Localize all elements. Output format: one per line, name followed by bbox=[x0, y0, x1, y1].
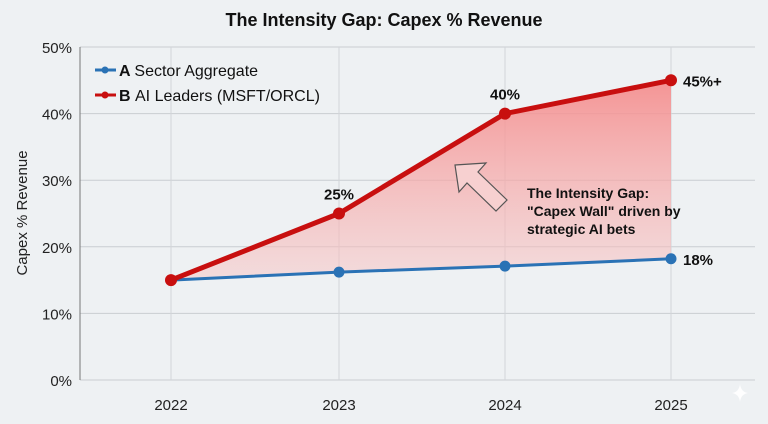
annotation-line: The Intensity Gap: bbox=[527, 185, 649, 201]
x-tick-label: 2024 bbox=[488, 397, 521, 414]
legend-prefix: B bbox=[119, 88, 135, 105]
y-axis-label: Capex % Revenue bbox=[14, 150, 31, 275]
data-label: 40% bbox=[490, 87, 520, 104]
x-tick-label: 2022 bbox=[154, 397, 187, 414]
data-label: 45%+ bbox=[683, 73, 722, 90]
y-tick-label: 20% bbox=[42, 240, 72, 257]
annotation-line: strategic AI bets bbox=[527, 221, 636, 237]
legend-label: A Sector Aggregate bbox=[119, 63, 258, 80]
y-tick-label: 10% bbox=[42, 306, 72, 323]
data-label: 25% bbox=[324, 187, 354, 204]
data-point bbox=[499, 107, 511, 120]
data-point bbox=[333, 207, 345, 220]
legend-marker bbox=[101, 91, 109, 99]
series-line bbox=[170, 257, 672, 282]
legend-name: AI Leaders (MSFT/ORCL) bbox=[135, 88, 320, 105]
svg-text:The Intensity Gap:"Capex Wall": The Intensity Gap: "Capex Wall" driven by… bbox=[527, 185, 681, 237]
series-line bbox=[170, 77, 672, 283]
y-tick-label: 40% bbox=[42, 107, 72, 124]
data-point bbox=[333, 266, 345, 278]
annotation-line: "Capex Wall" driven by bbox=[527, 203, 681, 219]
legend-label: B AI Leaders (MSFT/ORCL) bbox=[119, 88, 320, 105]
data-point bbox=[499, 260, 511, 272]
legend: A Sector Aggregate B AI Leaders (MSFT/ORC… bbox=[95, 63, 320, 105]
gap-fill bbox=[171, 80, 671, 281]
annotation-arrow-icon bbox=[454, 162, 508, 212]
x-tick-label: 2025 bbox=[654, 397, 687, 414]
chart-title: The Intensity Gap: Capex % Revenue bbox=[225, 10, 542, 30]
y-tick-label: 30% bbox=[42, 173, 72, 190]
data-label: 18% bbox=[683, 252, 713, 269]
y-tick-label: 0% bbox=[50, 373, 72, 390]
annotation: The Intensity Gap: "Capex Wall" driven by… bbox=[454, 162, 681, 237]
legend-marker bbox=[101, 66, 109, 74]
sparkle-icon bbox=[732, 384, 748, 402]
y-tick-label: 50% bbox=[42, 40, 72, 57]
legend-prefix: A bbox=[119, 63, 134, 80]
legend-name: Sector Aggregate bbox=[134, 63, 258, 80]
x-tick-label: 2023 bbox=[322, 397, 355, 414]
data-point bbox=[165, 274, 177, 287]
data-point bbox=[665, 253, 677, 265]
data-point bbox=[665, 74, 677, 87]
